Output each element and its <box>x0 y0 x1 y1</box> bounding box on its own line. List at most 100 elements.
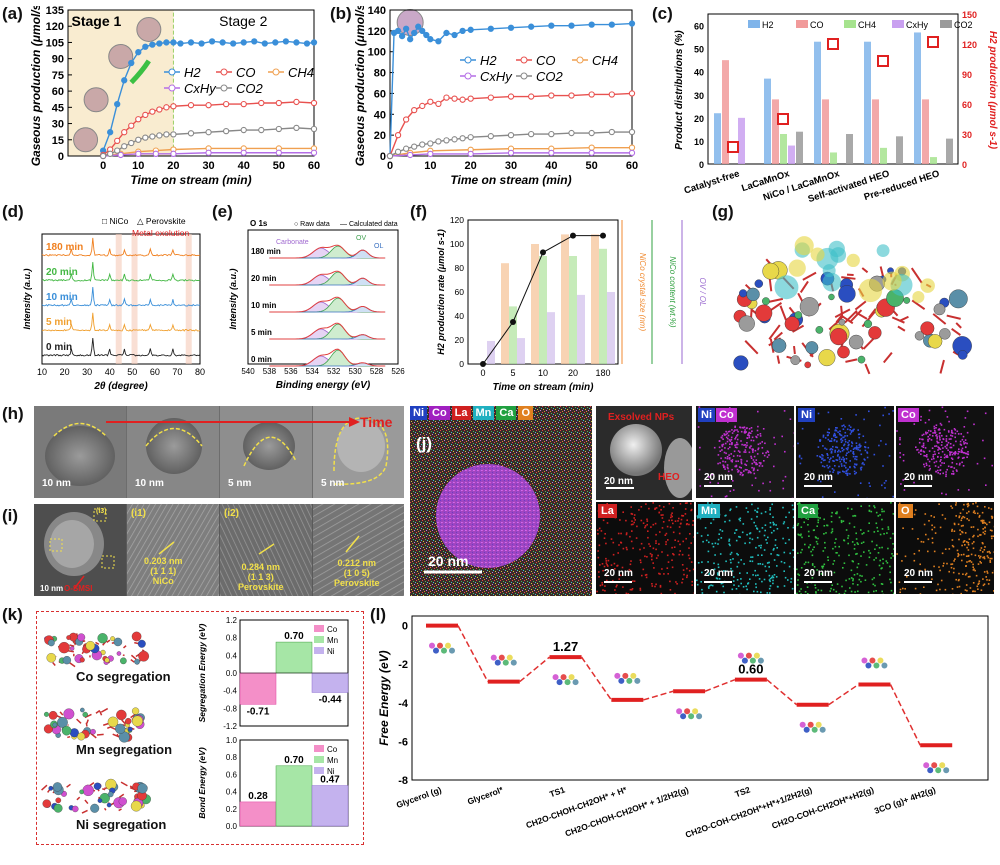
eds-pixel <box>962 457 964 459</box>
x-tick-label: 0 <box>480 368 485 378</box>
data-point-CO2 <box>259 127 264 132</box>
eds-pixel <box>876 527 878 529</box>
eds-pixel <box>925 513 927 515</box>
eds-pixel <box>671 520 673 522</box>
particle-icon-1 <box>84 88 108 112</box>
eds-pixel <box>720 529 722 531</box>
y-tick-label: 30 <box>694 91 704 101</box>
eds-pixel <box>753 440 755 442</box>
data-point-CO2 <box>420 142 425 147</box>
eds-pixel <box>847 543 849 545</box>
eds-pixel <box>939 473 941 475</box>
eds-pixel <box>952 462 954 464</box>
y-axis-label: Product distributions (%) <box>674 30 685 150</box>
eds-pixel <box>675 520 677 522</box>
eds-pixel <box>739 455 741 457</box>
tag-co: Co <box>429 406 450 420</box>
eds-pixel <box>945 548 947 550</box>
bond <box>845 359 857 362</box>
eds-pixel <box>830 588 832 590</box>
eds-pixel <box>844 593 846 594</box>
eds-element-tags: Ni Co La Mn Ca O <box>410 406 533 420</box>
eds-pixel <box>752 437 754 439</box>
eds-pixel <box>842 567 844 569</box>
eds-pixel <box>725 453 727 455</box>
eds-pixel <box>834 433 836 435</box>
eds-pixel <box>597 550 599 552</box>
label-mn-segregation: Mn segregation <box>76 742 172 757</box>
eds-pixel <box>901 560 903 562</box>
eds-pixel <box>736 506 738 508</box>
adsorbate-atom <box>511 660 517 666</box>
bar-H2 <box>914 32 921 164</box>
eds-pixel <box>737 460 739 462</box>
eds-pixel <box>743 451 745 453</box>
eds-pixel <box>887 562 889 564</box>
bond <box>940 360 944 373</box>
eds-pixel <box>713 519 715 521</box>
y-tick-label: 0.8 <box>226 753 238 762</box>
eds-pixel <box>940 456 942 458</box>
eds-pixel <box>788 539 790 541</box>
legend-label-Co: Co <box>327 625 338 634</box>
eds-pixel <box>616 565 618 567</box>
eds-pixel <box>773 524 775 526</box>
eds-pixel <box>752 449 754 451</box>
eds-pixel <box>771 577 773 579</box>
eds-pixel <box>863 532 865 534</box>
eds-pixel <box>845 590 847 592</box>
x-tick-label: 10 <box>538 368 548 378</box>
eds-pixel <box>640 589 642 591</box>
eds-pixel <box>888 528 890 530</box>
atom <box>805 362 811 368</box>
eds-pixel <box>654 508 656 510</box>
eds-pixel <box>920 419 922 421</box>
x-axis-label: Binding energy (eV) <box>276 380 371 391</box>
nico-highlight <box>132 234 138 364</box>
y-tick-label: -1.2 <box>223 722 237 731</box>
map-tag: Ni <box>798 408 815 422</box>
eds-pixel <box>746 572 748 574</box>
eds-pixel <box>752 556 754 558</box>
data-point-CO <box>115 138 120 143</box>
scale-haadf: 20 nm <box>604 476 633 487</box>
eds-pixel <box>797 584 799 586</box>
eds-pixel <box>626 593 628 594</box>
map-scale-label: 20 nm <box>604 568 633 579</box>
eds-pixel <box>966 573 968 575</box>
x-tick-label: 530 <box>348 367 362 376</box>
y-tick-label: 100 <box>450 239 464 249</box>
eds-pixel <box>660 586 662 588</box>
eds-pixel <box>962 516 964 518</box>
eds-pixel <box>745 446 747 448</box>
eds-pixel <box>975 555 977 557</box>
eds-pixel <box>987 555 989 557</box>
eds-pixel <box>796 569 798 571</box>
eds-pixel <box>868 411 870 413</box>
eds-pixel <box>737 431 739 433</box>
data-point-H2 <box>136 50 141 55</box>
atom <box>795 311 802 318</box>
eds-pixel <box>715 543 717 545</box>
eds-pixel <box>962 439 964 441</box>
bond <box>803 273 816 280</box>
eds-pixel <box>826 525 828 527</box>
eds-pixel <box>823 436 825 438</box>
eds-pixel <box>790 418 792 420</box>
eds-pixel <box>698 562 700 564</box>
legend-perovskite: △ Perovskite <box>137 216 186 226</box>
atom <box>755 280 763 288</box>
eds-pixel <box>682 554 684 556</box>
bar-ov-ol <box>607 292 615 364</box>
eds-pixel <box>825 437 827 439</box>
eds-pixel <box>652 562 654 564</box>
charge-density <box>847 254 860 267</box>
eds-pixel <box>984 527 986 529</box>
eds-pixel <box>923 455 925 457</box>
eds-pixel <box>984 571 986 573</box>
map-scale-label: 20 nm <box>804 568 833 579</box>
plot-frame <box>412 616 988 780</box>
eds-pixel <box>946 563 948 565</box>
eds-pixel <box>751 463 753 465</box>
energy-connector <box>520 657 550 682</box>
